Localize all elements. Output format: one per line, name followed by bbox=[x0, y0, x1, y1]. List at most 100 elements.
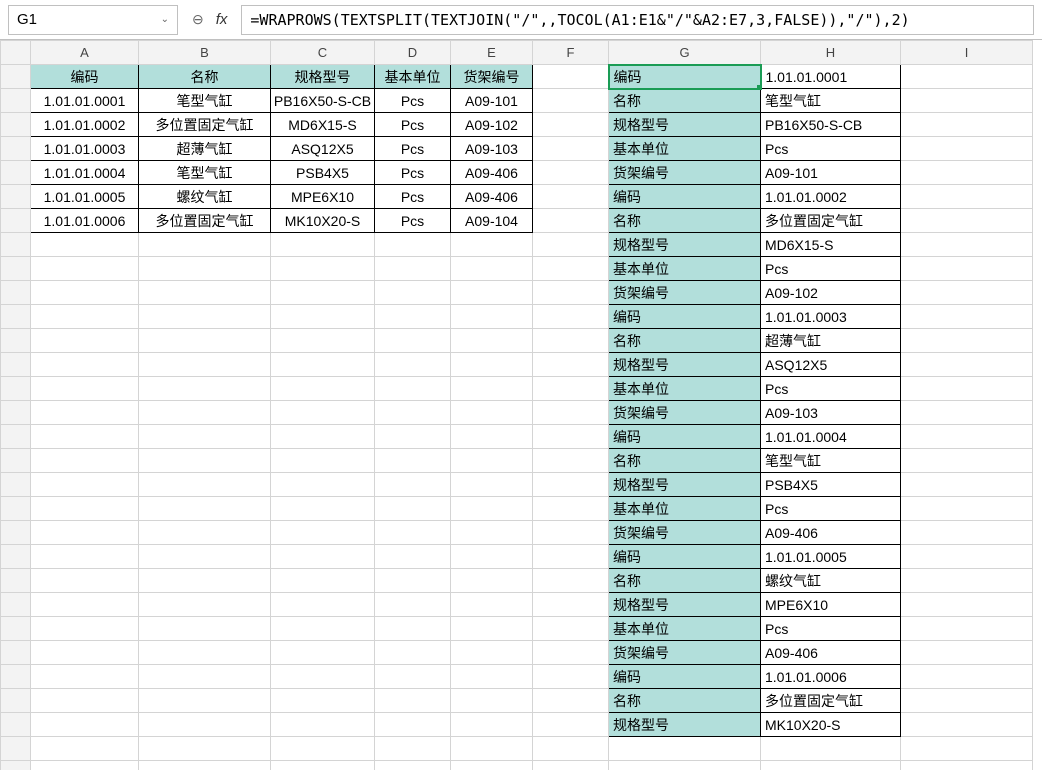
cell-D26[interactable] bbox=[375, 665, 451, 689]
cell-I11[interactable] bbox=[901, 305, 1033, 329]
cell-H23[interactable]: MPE6X10 bbox=[761, 593, 901, 617]
row-header[interactable] bbox=[1, 401, 31, 425]
cell-B28[interactable] bbox=[139, 713, 271, 737]
row-header[interactable] bbox=[1, 497, 31, 521]
cell-A21[interactable] bbox=[31, 545, 139, 569]
cell-B30[interactable] bbox=[139, 761, 271, 770]
row-header[interactable] bbox=[1, 89, 31, 113]
cell-E21[interactable] bbox=[451, 545, 533, 569]
cell-I9[interactable] bbox=[901, 257, 1033, 281]
cell-I24[interactable] bbox=[901, 617, 1033, 641]
cell-B27[interactable] bbox=[139, 689, 271, 713]
cell-C2[interactable]: PB16X50-S-CB bbox=[271, 89, 375, 113]
cell-A29[interactable] bbox=[31, 737, 139, 761]
cell-C12[interactable] bbox=[271, 329, 375, 353]
cell-E1[interactable]: 货架编号 bbox=[451, 65, 533, 89]
row-header[interactable] bbox=[1, 521, 31, 545]
cell-A14[interactable] bbox=[31, 377, 139, 401]
cell-D7[interactable]: Pcs bbox=[375, 209, 451, 233]
cell-C28[interactable] bbox=[271, 713, 375, 737]
cell-E20[interactable] bbox=[451, 521, 533, 545]
cell-F29[interactable] bbox=[533, 737, 609, 761]
cell-G24[interactable]: 基本单位 bbox=[609, 617, 761, 641]
cell-D3[interactable]: Pcs bbox=[375, 113, 451, 137]
cell-G26[interactable]: 编码 bbox=[609, 665, 761, 689]
cell-F9[interactable] bbox=[533, 257, 609, 281]
cell-F6[interactable] bbox=[533, 185, 609, 209]
cell-B8[interactable] bbox=[139, 233, 271, 257]
cell-E18[interactable] bbox=[451, 473, 533, 497]
cell-G8[interactable]: 规格型号 bbox=[609, 233, 761, 257]
col-header-G[interactable]: G bbox=[609, 41, 761, 65]
cell-E14[interactable] bbox=[451, 377, 533, 401]
cell-E7[interactable]: A09-104 bbox=[451, 209, 533, 233]
cell-G10[interactable]: 货架编号 bbox=[609, 281, 761, 305]
cell-G27[interactable]: 名称 bbox=[609, 689, 761, 713]
cell-C3[interactable]: MD6X15-S bbox=[271, 113, 375, 137]
cell-B23[interactable] bbox=[139, 593, 271, 617]
cell-F3[interactable] bbox=[533, 113, 609, 137]
cell-H24[interactable]: Pcs bbox=[761, 617, 901, 641]
cell-E19[interactable] bbox=[451, 497, 533, 521]
cell-C4[interactable]: ASQ12X5 bbox=[271, 137, 375, 161]
cell-F13[interactable] bbox=[533, 353, 609, 377]
cell-H4[interactable]: Pcs bbox=[761, 137, 901, 161]
row-header[interactable] bbox=[1, 377, 31, 401]
cell-I23[interactable] bbox=[901, 593, 1033, 617]
cell-I5[interactable] bbox=[901, 161, 1033, 185]
cell-G19[interactable]: 基本单位 bbox=[609, 497, 761, 521]
cell-I18[interactable] bbox=[901, 473, 1033, 497]
cell-A9[interactable] bbox=[31, 257, 139, 281]
cell-A28[interactable] bbox=[31, 713, 139, 737]
cell-F1[interactable] bbox=[533, 65, 609, 89]
cell-H12[interactable]: 超薄气缸 bbox=[761, 329, 901, 353]
cell-A3[interactable]: 1.01.01.0002 bbox=[31, 113, 139, 137]
cell-C13[interactable] bbox=[271, 353, 375, 377]
cell-G20[interactable]: 货架编号 bbox=[609, 521, 761, 545]
cell-G25[interactable]: 货架编号 bbox=[609, 641, 761, 665]
cell-I10[interactable] bbox=[901, 281, 1033, 305]
cell-B14[interactable] bbox=[139, 377, 271, 401]
cell-B22[interactable] bbox=[139, 569, 271, 593]
cell-B26[interactable] bbox=[139, 665, 271, 689]
cell-B4[interactable]: 超薄气缸 bbox=[139, 137, 271, 161]
cell-I30[interactable] bbox=[901, 761, 1033, 770]
cell-A8[interactable] bbox=[31, 233, 139, 257]
cell-B24[interactable] bbox=[139, 617, 271, 641]
row-header[interactable] bbox=[1, 185, 31, 209]
cell-B5[interactable]: 笔型气缸 bbox=[139, 161, 271, 185]
cell-H14[interactable]: Pcs bbox=[761, 377, 901, 401]
cell-G13[interactable]: 规格型号 bbox=[609, 353, 761, 377]
cell-I17[interactable] bbox=[901, 449, 1033, 473]
cell-E13[interactable] bbox=[451, 353, 533, 377]
cell-H21[interactable]: 1.01.01.0005 bbox=[761, 545, 901, 569]
cell-D16[interactable] bbox=[375, 425, 451, 449]
cell-D10[interactable] bbox=[375, 281, 451, 305]
cell-C9[interactable] bbox=[271, 257, 375, 281]
cell-I16[interactable] bbox=[901, 425, 1033, 449]
cell-C1[interactable]: 规格型号 bbox=[271, 65, 375, 89]
cell-H1[interactable]: 1.01.01.0001 bbox=[761, 65, 901, 89]
cell-H15[interactable]: A09-103 bbox=[761, 401, 901, 425]
cell-F30[interactable] bbox=[533, 761, 609, 770]
cell-D24[interactable] bbox=[375, 617, 451, 641]
cell-D30[interactable] bbox=[375, 761, 451, 770]
cell-A23[interactable] bbox=[31, 593, 139, 617]
row-header[interactable] bbox=[1, 593, 31, 617]
cell-D5[interactable]: Pcs bbox=[375, 161, 451, 185]
cell-A22[interactable] bbox=[31, 569, 139, 593]
cell-G17[interactable]: 名称 bbox=[609, 449, 761, 473]
cell-H3[interactable]: PB16X50-S-CB bbox=[761, 113, 901, 137]
row-header[interactable] bbox=[1, 113, 31, 137]
cell-E3[interactable]: A09-102 bbox=[451, 113, 533, 137]
cell-I2[interactable] bbox=[901, 89, 1033, 113]
spreadsheet-area[interactable]: A B C D E F G H I 编码名称规格型号基本单位货架编号编码1.01… bbox=[0, 40, 1042, 770]
cell-B9[interactable] bbox=[139, 257, 271, 281]
cell-H9[interactable]: Pcs bbox=[761, 257, 901, 281]
cell-G21[interactable]: 编码 bbox=[609, 545, 761, 569]
cell-E24[interactable] bbox=[451, 617, 533, 641]
select-all-corner[interactable] bbox=[1, 41, 31, 65]
cell-F7[interactable] bbox=[533, 209, 609, 233]
cell-H2[interactable]: 笔型气缸 bbox=[761, 89, 901, 113]
cell-G7[interactable]: 名称 bbox=[609, 209, 761, 233]
